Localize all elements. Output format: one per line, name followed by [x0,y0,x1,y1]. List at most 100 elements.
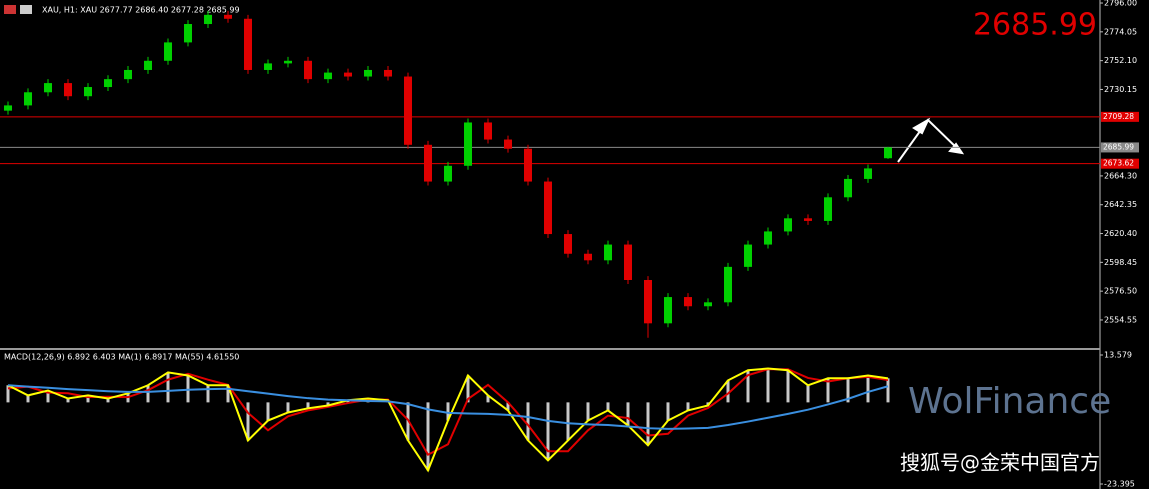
y-tick-label: 2752.10 [1104,56,1137,65]
histogram-bar [66,398,70,403]
y-tick-label: 2642.35 [1104,200,1137,209]
candle-body [504,139,512,149]
candle-body [404,76,412,145]
candle-body [424,144,432,182]
y-tick-label: 2664.30 [1104,171,1137,180]
candle-body [24,92,32,106]
level-tag [1101,158,1139,169]
candle-body [84,87,92,97]
candle-body [724,266,732,303]
macd-line [7,368,889,457]
candle-body [624,244,632,281]
y-tick-label: 2554.55 [1104,315,1137,324]
histogram-bar [86,395,90,403]
candle-body [584,253,592,261]
histogram-bar [306,402,310,409]
candle-body [804,218,812,221]
histogram-bar [726,380,730,403]
candle-body [884,147,892,159]
histogram-bar [806,385,810,403]
candle-body [564,234,572,254]
histogram-bar [146,385,150,403]
y-tick-label: 2796.00 [1104,0,1137,8]
histogram-bar [526,402,530,441]
histogram-bar [566,402,570,441]
candle-body [104,79,112,88]
histogram-bar [666,402,670,421]
candle-body [224,14,232,19]
histogram-bar [326,402,330,406]
histogram-bar [486,395,490,403]
y-tick-label: 2576.50 [1104,287,1137,296]
candle-body [284,60,292,64]
histogram-bar [46,390,50,403]
candle-body [844,178,852,198]
last-price: 2685.99 [973,8,1097,43]
candle-body [744,244,752,267]
candle-body [664,297,672,324]
candle-body [484,122,492,140]
candle-body [784,218,792,232]
level-tag [1101,142,1139,153]
histogram-bar [266,402,270,421]
candle-body [384,69,392,77]
histogram-bar [286,402,290,413]
histogram-bar [606,402,610,411]
candle-body [684,297,692,307]
y-tick-label: 2620.40 [1104,229,1137,238]
histogram-bar [766,368,770,403]
histogram-bar [226,385,230,403]
y-tick-label: 2598.45 [1104,258,1137,267]
candle-body [644,280,652,324]
candle-body [704,302,712,307]
candle-body [264,63,272,70]
candle-body [444,165,452,182]
candle-body [764,231,772,245]
histogram-bar [346,400,350,403]
histogram-bar [506,402,510,411]
candle-body [144,60,152,70]
header: XAU, H1: XAU 2677.77 2686.40 2677.28 268… [42,6,240,15]
y-tick-label: 2730.15 [1104,85,1137,94]
arrow-head [912,117,931,135]
histogram-bar [26,395,30,403]
icon [20,5,32,14]
candle-body [464,122,472,166]
y-tick-label: -23.395 [1104,479,1135,488]
histogram-bar [686,402,690,411]
histogram-bar [746,370,750,403]
histogram-bar [446,402,450,421]
icon [4,5,16,14]
candle-body [4,105,12,111]
candle-body [544,181,552,235]
candle-body [44,83,52,93]
y-tick-label: 13.579 [1104,350,1132,359]
histogram-bar [786,370,790,403]
level-label: 2673.62 [1103,159,1134,168]
candle-body [524,148,532,182]
histogram-bar [626,402,630,426]
source: 搜狐号@金荣中国官方 [900,451,1100,475]
candle-body [604,244,612,261]
candle-body [824,197,832,221]
histogram-bar [206,385,210,403]
watermark: WolFinance [908,381,1111,422]
histogram-bar [826,378,830,403]
candle-body [244,18,252,70]
histogram-bar [886,378,890,403]
candle-body [324,72,332,80]
histogram-bar [646,402,650,446]
histogram-bar [466,375,470,403]
candle-body [364,69,372,77]
candle-body [64,83,72,97]
level-tag [1101,111,1139,122]
candle-body [304,60,312,80]
level-label: 2685.99 [1103,142,1134,151]
candle-body [164,42,172,61]
y-tick-label: 2774.05 [1104,27,1137,36]
macd-title: MACD(12,26,9) 6.892 6.403 MA(1) 6.8917 M… [4,353,239,362]
macd-line [7,367,889,473]
candle-body [344,72,352,77]
